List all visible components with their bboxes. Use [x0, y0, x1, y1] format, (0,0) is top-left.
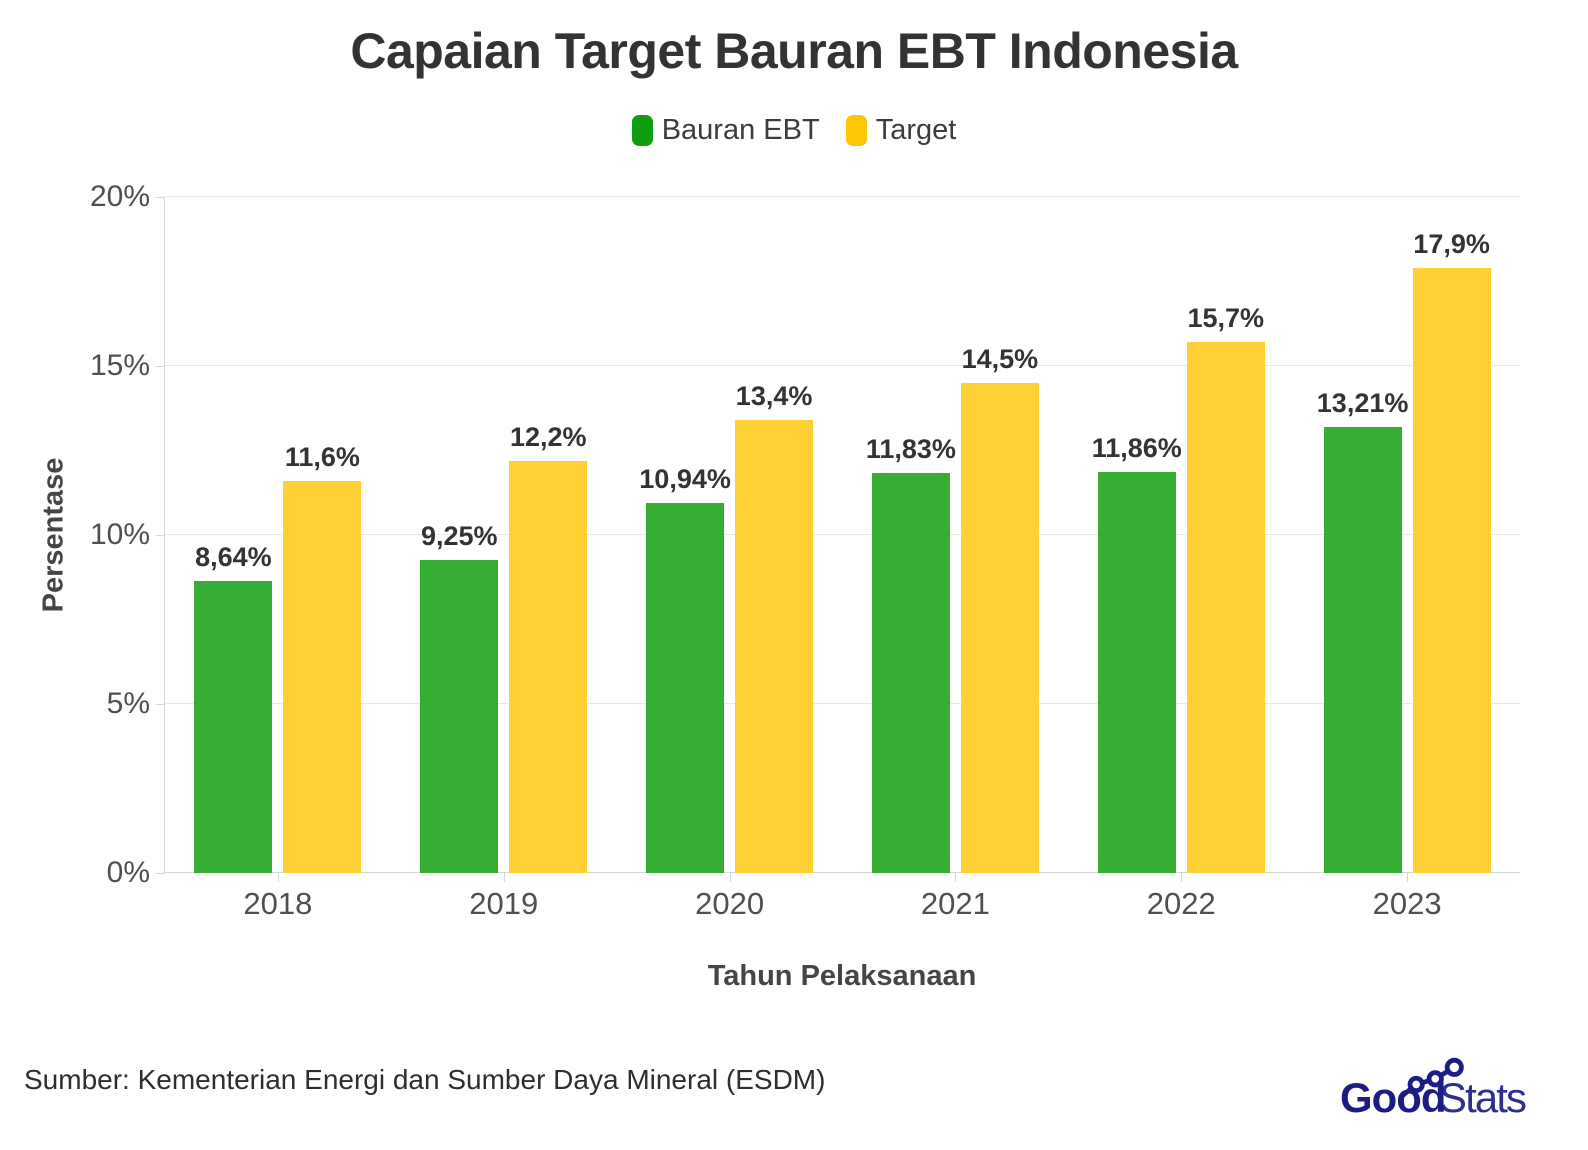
source-text: Sumber: Kementerian Energi dan Sumber Da…	[24, 1064, 826, 1095]
x-tick-label: 2019	[469, 886, 539, 921]
x-tick-label: 2021	[920, 886, 990, 921]
x-tick-label: 2023	[1372, 886, 1442, 921]
logo-text-good: Good	[1340, 1074, 1446, 1121]
y-tick-label: 0%	[106, 856, 150, 889]
chart-legend: Bauran EBT Target	[0, 114, 1588, 147]
gridline	[165, 534, 1520, 535]
y-tick-mark	[156, 704, 165, 705]
y-tick-mark	[156, 197, 165, 198]
bar-value-label: 11,83%	[865, 434, 956, 465]
gridline	[165, 703, 1520, 704]
legend-item: Target	[845, 114, 957, 147]
bar-bauran-ebt-2022	[1097, 472, 1176, 873]
page-title: Capaian Target Bauran EBT Indonesia	[350, 23, 1238, 79]
bar-value-label: 11,86%	[1091, 433, 1182, 464]
y-tick-label: 5%	[106, 687, 150, 720]
y-tick-label: 15%	[89, 349, 150, 382]
bar-bauran-ebt-2023	[1323, 426, 1402, 873]
bar-target-2019	[509, 460, 588, 873]
bar-value-label: 9,25%	[420, 521, 498, 552]
legend-item: Bauran EBT	[631, 114, 820, 147]
bar-bauran-ebt-2021	[871, 473, 950, 873]
bar-target-2020	[735, 420, 814, 873]
plot-area: 8,64% 11,6% 9,25% 12,2% 10,94% 13,4% 11,83% 14,…	[164, 196, 1520, 873]
bar-value-label: 12,2%	[509, 421, 587, 452]
bar-value-label: 8,64%	[195, 541, 272, 572]
bar-value-label: 17,9%	[1413, 228, 1490, 259]
x-tick-mark	[277, 873, 279, 882]
bar-bauran-ebt-2018	[194, 580, 273, 873]
x-tick-mark	[1181, 873, 1183, 882]
bar-value-label: 14,5%	[961, 343, 1039, 374]
gridline	[165, 365, 1520, 366]
x-tick-mark	[503, 873, 505, 882]
legend-swatch	[845, 115, 867, 146]
bar-target-2018	[283, 480, 362, 873]
goodstats-logo-sparkline	[1398, 1057, 1464, 1100]
bar-bauran-ebt-2020	[646, 503, 725, 873]
bar-target-2023	[1412, 267, 1491, 873]
y-tick-mark	[156, 366, 165, 367]
bar-target-2022	[1186, 342, 1265, 873]
x-tick-mark	[955, 873, 957, 882]
x-axis-line	[165, 872, 1520, 873]
y-tick-label: 20%	[89, 180, 150, 213]
x-tick-label: 2022	[1146, 886, 1216, 921]
bar-value-label: 15,7%	[1187, 303, 1265, 334]
logo-text-stats: Stats	[1439, 1074, 1526, 1121]
bar-bauran-ebt-2019	[420, 560, 499, 873]
legend-label: Target	[875, 114, 957, 146]
bar-value-label: 13,21%	[1316, 387, 1409, 418]
x-tick-label: 2018	[243, 886, 313, 921]
goodstats-logo: Good Stats	[1340, 1026, 1540, 1122]
x-tick-label: 2020	[695, 886, 765, 921]
y-tick-mark	[156, 535, 165, 536]
legend-swatch	[631, 115, 653, 146]
x-tick-mark	[1407, 873, 1409, 882]
bar-value-label: 13,4%	[735, 381, 813, 412]
x-axis-title: Tahun Pelaksanaan	[707, 960, 977, 992]
goodstats-logo-svg: Good Stats	[1340, 1057, 1528, 1121]
gridline	[165, 196, 1520, 197]
y-tick-mark	[156, 873, 165, 874]
legend-label: Bauran EBT	[661, 114, 820, 146]
bar-value-label: 11,6%	[284, 441, 360, 472]
bar-target-2021	[960, 382, 1039, 873]
bar-value-label: 10,94%	[639, 464, 731, 495]
x-tick-mark	[729, 873, 731, 882]
y-tick-label: 10%	[89, 518, 150, 551]
